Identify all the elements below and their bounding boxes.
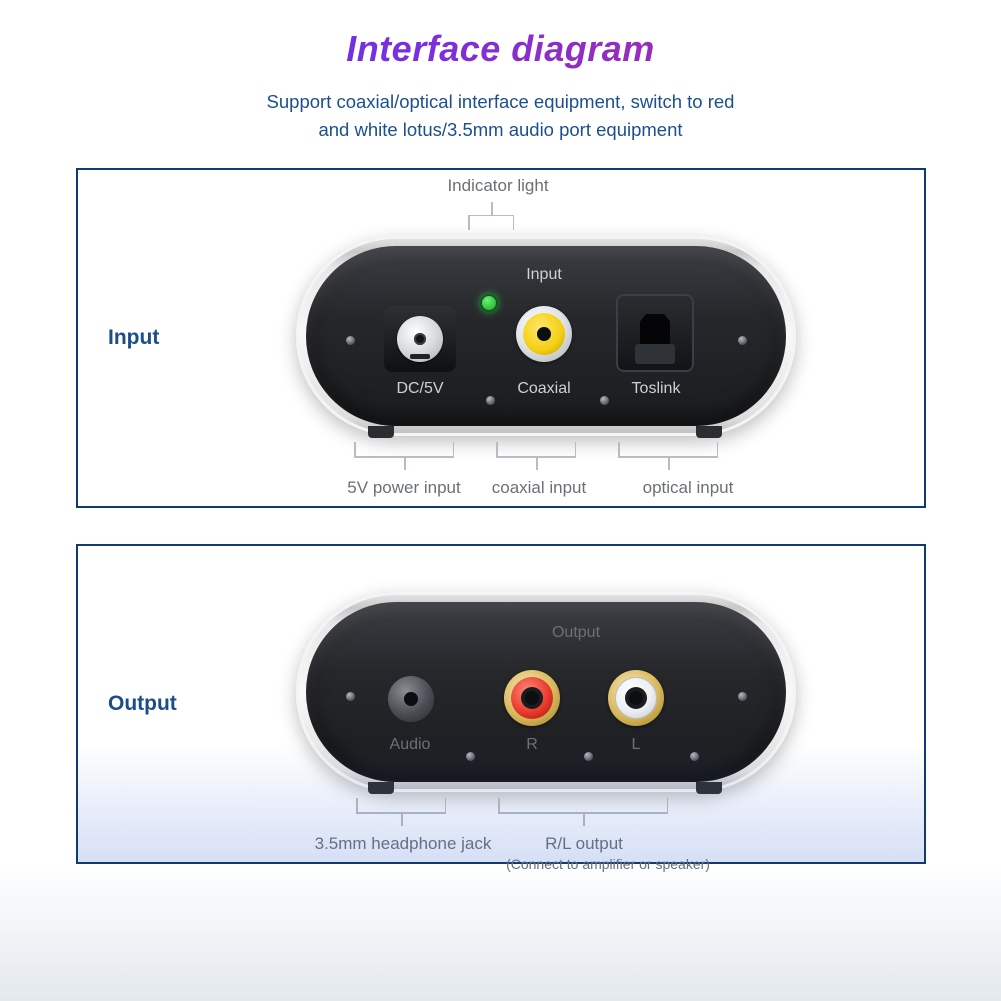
input-panel: Input Indicator light Input DC/5V (76, 168, 926, 508)
bracket-coax (496, 442, 576, 472)
subtitle-line1: Support coaxial/optical interface equipm… (267, 91, 735, 112)
coax-label: Coaxial (494, 380, 594, 398)
dc-jack (384, 306, 456, 372)
bracket-dc (354, 442, 454, 472)
input-device-face: Input DC/5V Coaxial (306, 246, 786, 426)
input-device: Input DC/5V Coaxial (296, 236, 796, 436)
coax-hole-icon (537, 327, 551, 341)
device-foot-icon (368, 426, 394, 438)
screw-icon (346, 692, 355, 701)
screw-icon (486, 396, 495, 405)
dc-label: DC/5V (370, 380, 470, 398)
dc-slot-icon (410, 354, 430, 359)
device-section-label: Output (526, 624, 626, 642)
output-panel: Output Output Audio R L (76, 544, 926, 864)
screw-icon (346, 336, 355, 345)
device-section-label: Input (494, 266, 594, 284)
background-fade (0, 861, 1001, 1001)
page-title: Interface diagram (0, 28, 1001, 70)
toslink-port (616, 294, 694, 372)
rca-white-port (608, 670, 664, 726)
blue-glow (78, 742, 924, 862)
bracket-toslink (618, 442, 718, 472)
audio-jack (388, 676, 434, 722)
dc-pin-icon (414, 333, 426, 345)
screw-icon (738, 692, 747, 701)
bracket-indicator (468, 200, 514, 230)
subtitle-line2: and white lotus/3.5mm audio port equipme… (318, 119, 682, 140)
callout-dc: 5V power input (314, 478, 494, 498)
toslink-cap-icon (635, 344, 675, 364)
screw-icon (738, 336, 747, 345)
rca-white-hole-icon (629, 691, 643, 705)
indicator-led-icon (480, 294, 498, 312)
page: Interface diagram Support coaxial/optica… (0, 0, 1001, 1001)
rca-red-hole-icon (525, 691, 539, 705)
rca-red-port (504, 670, 560, 726)
coaxial-port (516, 306, 572, 362)
output-panel-title: Output (108, 692, 177, 716)
toslink-label: Toslink (606, 380, 706, 398)
input-panel-title: Input (108, 326, 159, 350)
screw-icon (600, 396, 609, 405)
callout-toslink: optical input (618, 478, 758, 498)
callout-coax: coaxial input (474, 478, 604, 498)
subtitle: Support coaxial/optical interface equipm… (0, 88, 1001, 144)
callout-indicator: Indicator light (418, 176, 578, 196)
device-foot-icon (696, 426, 722, 438)
